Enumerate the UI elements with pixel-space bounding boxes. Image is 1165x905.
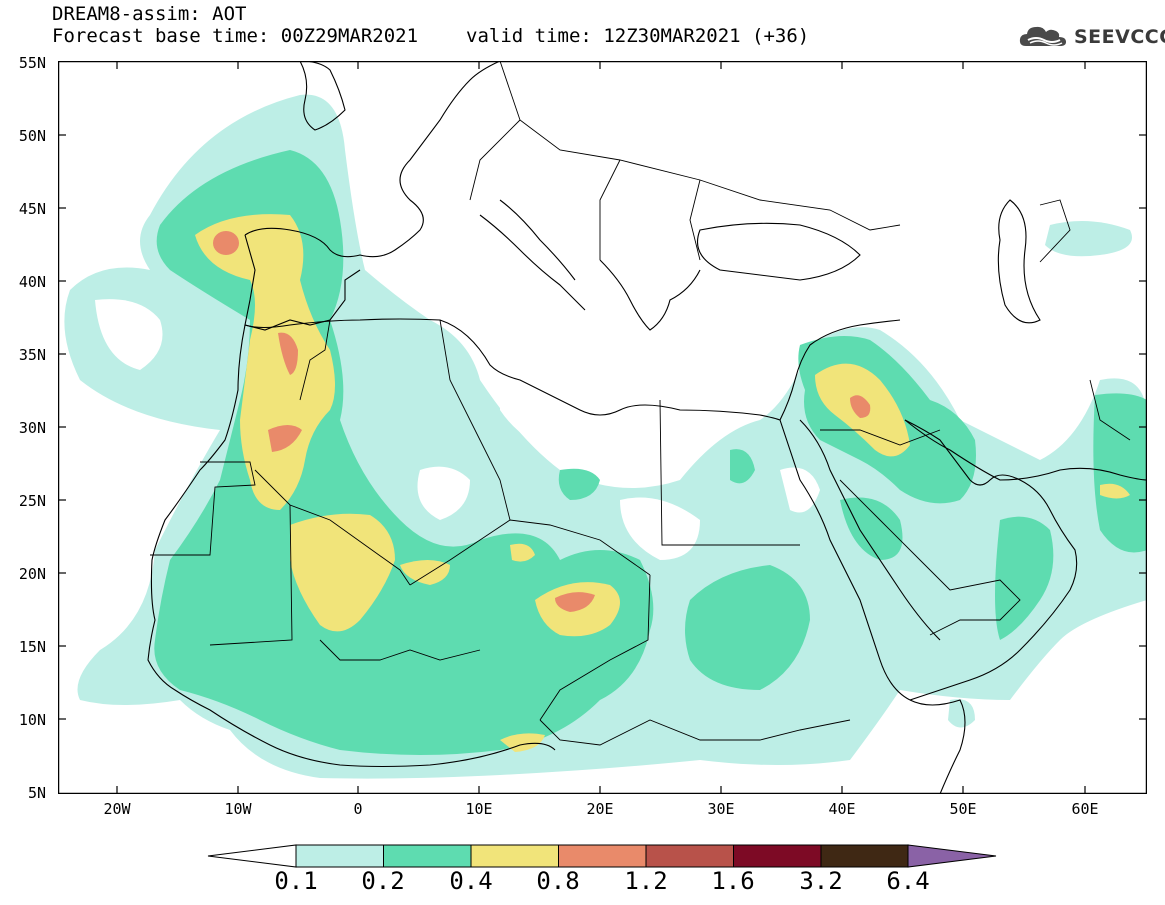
- lon-label-60e: 60E: [1071, 800, 1099, 818]
- lon-label-0: 0: [353, 800, 363, 818]
- seevccc-logo: SEEVCCC: [1018, 24, 1165, 50]
- axis-ticks: [58, 61, 1147, 794]
- lat-label-25n: 25N: [18, 492, 46, 510]
- colorbar-swatch: [383, 844, 472, 868]
- colorbar-swatch: [733, 844, 822, 868]
- colorbar-label: 0.1: [274, 867, 318, 895]
- lon-label-50e: 50E: [949, 800, 977, 818]
- colorbar-swatch: [470, 844, 559, 868]
- lat-label-5n: 5N: [27, 784, 46, 802]
- colorbar-swatch: [295, 844, 384, 868]
- colorbar-low-extend: [207, 844, 297, 868]
- lat-label-50n: 50N: [18, 127, 46, 145]
- aot-band-04: [213, 231, 871, 612]
- colorbar-swatch: [645, 844, 734, 868]
- colorbar-label: 1.2: [624, 867, 668, 895]
- time-line: Forecast base time: 00Z29MAR2021 valid ti…: [52, 25, 809, 47]
- colorbar-label: 1.6: [711, 867, 755, 895]
- colorbar-label: 0.8: [536, 867, 580, 895]
- logo-text: SEEVCCC: [1074, 26, 1165, 48]
- coastlines: [147, 61, 1147, 794]
- cloud-logo-icon: [1019, 26, 1066, 46]
- lat-label-45n: 45N: [18, 200, 46, 218]
- lat-label-35n: 35N: [18, 346, 46, 364]
- colorbar-swatch: [820, 844, 909, 868]
- lat-label-10n: 10N: [18, 711, 46, 729]
- lon-label-20e: 20E: [586, 800, 614, 818]
- lon-label-10w: 10W: [224, 800, 252, 818]
- colorbar-label: 3.2: [799, 867, 843, 895]
- lon-label-10e: 10E: [465, 800, 493, 818]
- aot-map: [58, 61, 1147, 794]
- lat-label-40n: 40N: [18, 273, 46, 291]
- lon-label-20w: 20W: [103, 800, 131, 818]
- lon-label-40e: 40E: [828, 800, 856, 818]
- valid-time: valid time: 12Z30MAR2021 (+36): [466, 25, 810, 47]
- base-time: Forecast base time: 00Z29MAR2021: [52, 25, 419, 47]
- colorbar-label: 0.2: [361, 867, 405, 895]
- map-title: DREAM8-assim: AOT: [52, 3, 247, 25]
- country-borders: [150, 61, 1131, 746]
- lat-label-20n: 20N: [18, 565, 46, 583]
- clear-areas: [95, 299, 820, 560]
- colorbar-label: 0.4: [449, 867, 493, 895]
- aot-band-03: [195, 214, 1130, 752]
- lat-label-30n: 30N: [18, 419, 46, 437]
- lat-label-55n: 55N: [18, 54, 46, 72]
- colorbar-high-extend: [907, 844, 997, 868]
- colorbar-label: 6.4: [886, 867, 930, 895]
- colorbar-swatch: [558, 844, 647, 868]
- lat-label-15n: 15N: [18, 638, 46, 656]
- lon-label-30e: 30E: [707, 800, 735, 818]
